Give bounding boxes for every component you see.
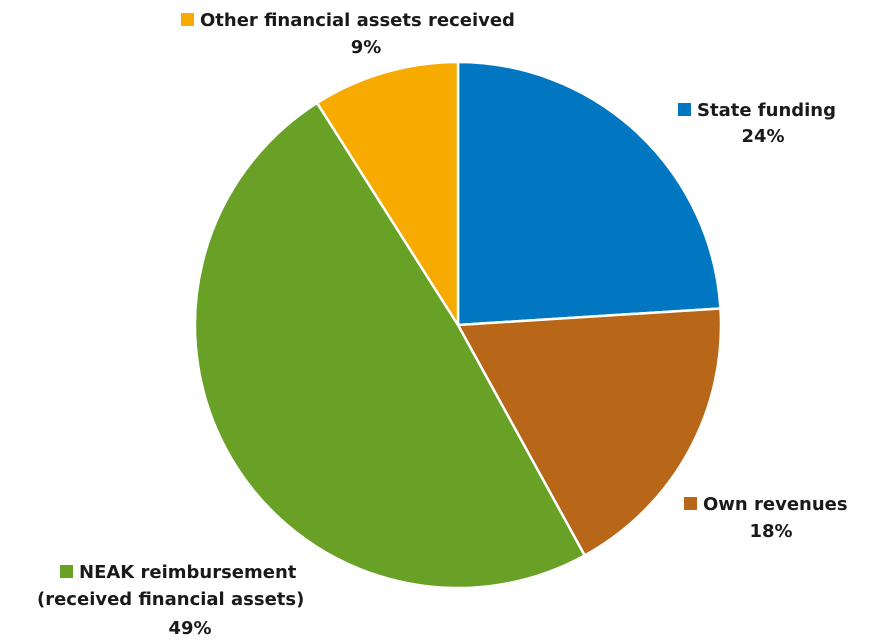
pie-slice-neak-reimbursement-received-financial-assets [193, 101, 586, 590]
pie-slice-own-revenues [456, 307, 723, 557]
label-text-neak-reimbursement-received-financial-assets-line-2: (received financial assets) [37, 589, 304, 610]
value-label-own-revenues: 18% [749, 521, 792, 542]
legend-marker-other-financial-assets-received [181, 13, 194, 26]
pie-slices [193, 60, 723, 590]
pie-slice-other-financial-assets-received [315, 60, 460, 327]
label-text-other-financial-assets-received: Other financial assets received [200, 10, 515, 31]
data-label-other-financial-assets-received: Other financial assets received 9% [181, 10, 515, 58]
value-label-neak-reimbursement-received-financial-assets: 49% [168, 618, 211, 639]
pie-slice-state-funding [456, 60, 722, 327]
data-label-state-funding: State funding 24% [678, 100, 836, 147]
label-text-own-revenues: Own revenues [703, 494, 848, 515]
label-text-state-funding: State funding [697, 100, 836, 121]
legend-marker-own-revenues [684, 497, 697, 510]
legend-marker-state-funding [678, 103, 691, 116]
data-label-neak-reimbursement-received-financial-assets: NEAK reimbursement (received financial as… [37, 562, 304, 639]
pie-labels: State funding 24% Own revenues 18% NEAK reim… [37, 10, 848, 639]
legend-marker-neak-reimbursement-received-financial-assets [60, 565, 73, 578]
data-label-own-revenues: Own revenues 18% [684, 494, 848, 542]
value-label-other-financial-assets-received: 9% [351, 37, 382, 58]
label-text-neak-reimbursement-received-financial-assets-line-1: NEAK reimbursement [79, 562, 297, 583]
value-label-state-funding: 24% [741, 126, 784, 147]
